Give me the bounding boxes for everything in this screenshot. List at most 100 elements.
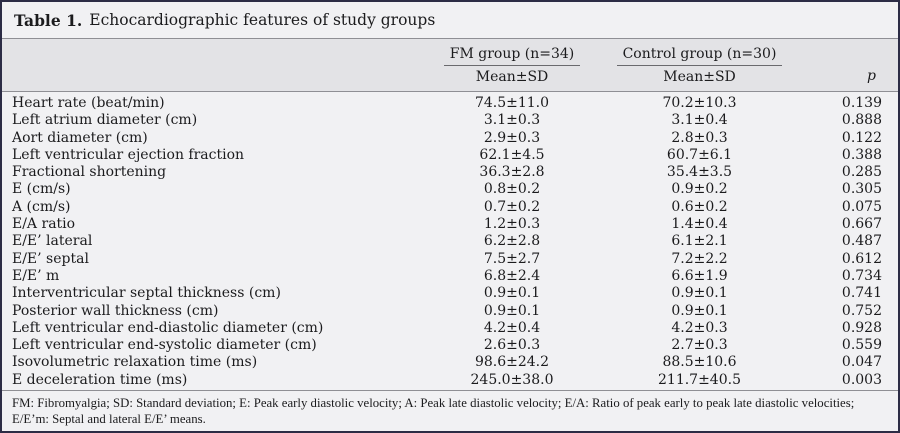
p-value: 0.285 — [841, 164, 882, 181]
row-label: Posterior wall thickness (cm) — [12, 302, 219, 319]
control-value: 2.7±0.3 — [671, 337, 728, 354]
fm-group-subheader: Mean±SD — [475, 69, 549, 85]
fm-value: 7.5±2.7 — [483, 250, 541, 267]
fm-group-header: FM group (n=34) Mean±SD — [422, 39, 602, 91]
p-value: 0.047 — [841, 354, 882, 371]
p-value: 0.075 — [841, 198, 882, 215]
table-row: E/A ratio 1.2±0.3 1.4±0.4 0.667 — [2, 216, 898, 233]
fm-value: 245.0±38.0 — [470, 371, 554, 388]
control-group-subheader: Mean±SD — [663, 69, 736, 85]
footnote-line-1: FM: Fibromyalgia; SD: Standard deviation… — [12, 396, 855, 410]
fm-value: 3.1±0.3 — [483, 112, 541, 129]
p-value: 0.487 — [841, 233, 882, 250]
table-row: Fractional shortening 36.3±2.8 35.4±3.5 0.2… — [2, 164, 898, 181]
table-row: Interventricular septal thickness (cm) 0.… — [2, 285, 898, 302]
fm-value: 2.6±0.3 — [483, 337, 541, 354]
control-value: 211.7±40.5 — [658, 371, 741, 388]
p-value: 0.388 — [841, 146, 882, 163]
row-label: Aort diameter (cm) — [12, 129, 148, 146]
row-label: A (cm/s) — [12, 198, 71, 215]
fm-value: 0.7±0.2 — [483, 198, 541, 215]
fm-value: 2.9±0.3 — [483, 129, 541, 146]
row-label: Left atrium diameter (cm) — [12, 112, 198, 129]
row-label: Left ventricular ejection fraction — [12, 146, 245, 163]
row-label: Fractional shortening — [12, 164, 167, 181]
p-header-label: p — [867, 68, 876, 84]
p-value: 0.928 — [841, 319, 882, 336]
row-label: Interventricular septal thickness (cm) — [12, 285, 281, 302]
control-value: 6.1±2.1 — [671, 233, 728, 250]
table-number: Table 1. — [14, 10, 83, 30]
row-label: E/E’ lateral — [12, 233, 93, 250]
table-row: Left ventricular ejection fraction 62.1±4… — [2, 147, 898, 164]
p-value: 0.741 — [841, 285, 882, 302]
p-value: 0.305 — [841, 181, 882, 198]
fm-value: 0.9±0.1 — [483, 302, 541, 319]
table-row: Left ventricular end-diastolic diameter … — [2, 320, 898, 337]
fm-value: 0.9±0.1 — [483, 285, 541, 302]
table-row: A (cm/s) 0.7±0.2 0.6±0.2 0.075 — [2, 199, 898, 216]
fm-value: 62.1±4.5 — [479, 146, 545, 163]
p-value: 0.559 — [841, 337, 882, 354]
table-row: E deceleration time (ms) 245.0±38.0 211.7±… — [2, 372, 898, 389]
table-row: Left ventricular end-systolic diameter (… — [2, 337, 898, 354]
control-value: 60.7±6.1 — [666, 146, 733, 163]
footnote-line-2: E/E’m: Septal and lateral E/E’ means. — [12, 412, 206, 426]
p-value: 0.888 — [841, 112, 882, 129]
p-value: 0.003 — [841, 371, 882, 388]
p-value: 0.667 — [841, 216, 882, 233]
fm-value: 1.2±0.3 — [483, 216, 541, 233]
row-label: Isovolumetric relaxation time (ms) — [12, 354, 258, 371]
fm-value: 0.8±0.2 — [483, 181, 541, 198]
table-footnote: FM: Fibromyalgia; SD: Standard deviation… — [2, 390, 898, 427]
row-label: E/A ratio — [12, 216, 76, 233]
fm-value: 98.6±24.2 — [474, 354, 550, 371]
control-value: 70.2±10.3 — [662, 95, 737, 111]
table-row: E/E’ m 6.8±2.4 6.6±1.9 0.734 — [2, 268, 898, 285]
table-row: Heart rate (beat/min) 74.5±11.0 70.2±10.3 0… — [2, 95, 898, 112]
fm-value: 74.5±11.0 — [474, 95, 550, 111]
row-label: E deceleration time (ms) — [12, 371, 188, 388]
table-row: Isovolumetric relaxation time (ms) 98.6±2… — [2, 354, 898, 371]
p-value: 0.752 — [841, 302, 882, 319]
control-group-label: Control group (n=30) — [616, 46, 783, 66]
control-value: 2.8±0.3 — [671, 129, 728, 146]
table-caption: Echocardiographic features of study grou… — [89, 11, 436, 29]
row-label: Left ventricular end-systolic diameter (… — [12, 337, 317, 354]
table-row: Left atrium diameter (cm) 3.1±0.3 3.1±0.4 0… — [2, 112, 898, 129]
control-value: 0.9±0.1 — [671, 302, 728, 319]
p-value: 0.122 — [841, 129, 882, 146]
fm-group-label: FM group (n=34) — [443, 46, 581, 66]
control-value: 0.6±0.2 — [671, 198, 728, 215]
table-row: E/E’ septal 7.5±2.7 7.2±2.2 0.612 — [2, 251, 898, 268]
header-spacer — [2, 39, 422, 91]
p-value: 0.734 — [841, 267, 882, 284]
p-value: 0.139 — [841, 95, 882, 111]
fm-value: 6.2±2.8 — [483, 233, 541, 250]
row-label: Heart rate (beat/min) — [12, 95, 165, 111]
row-label: E/E’ septal — [12, 250, 89, 267]
fm-value: 36.3±2.8 — [479, 164, 545, 181]
p-value: 0.612 — [841, 250, 882, 267]
row-label: E/E’ m — [12, 267, 60, 284]
row-label: E (cm/s) — [12, 181, 71, 198]
fm-value: 4.2±0.4 — [483, 319, 541, 336]
table-title: Table 1. Echocardiographic features of s… — [2, 2, 898, 39]
control-group-header: Control group (n=30) Mean±SD — [602, 39, 797, 91]
table-body: Heart rate (beat/min) 74.5±11.0 70.2±10.3 0… — [2, 92, 898, 390]
table-row: Posterior wall thickness (cm) 0.9±0.1 0.9±… — [2, 303, 898, 320]
control-value: 6.6±1.9 — [671, 267, 728, 284]
table-row: E (cm/s) 0.8±0.2 0.9±0.2 0.305 — [2, 181, 898, 198]
control-value: 3.1±0.4 — [671, 112, 728, 129]
control-value: 7.2±2.2 — [671, 250, 728, 267]
control-value: 35.4±3.5 — [666, 164, 733, 181]
column-header-band: FM group (n=34) Mean±SD Control group (n… — [2, 39, 898, 92]
control-value: 0.9±0.1 — [671, 285, 728, 302]
row-label: Left ventricular end-diastolic diameter … — [12, 319, 324, 336]
p-column-header: p — [797, 39, 898, 91]
control-value: 88.5±10.6 — [662, 354, 737, 371]
table-row: E/E’ lateral 6.2±2.8 6.1±2.1 0.487 — [2, 233, 898, 250]
control-value: 0.9±0.2 — [671, 181, 728, 198]
fm-value: 6.8±2.4 — [483, 267, 541, 284]
